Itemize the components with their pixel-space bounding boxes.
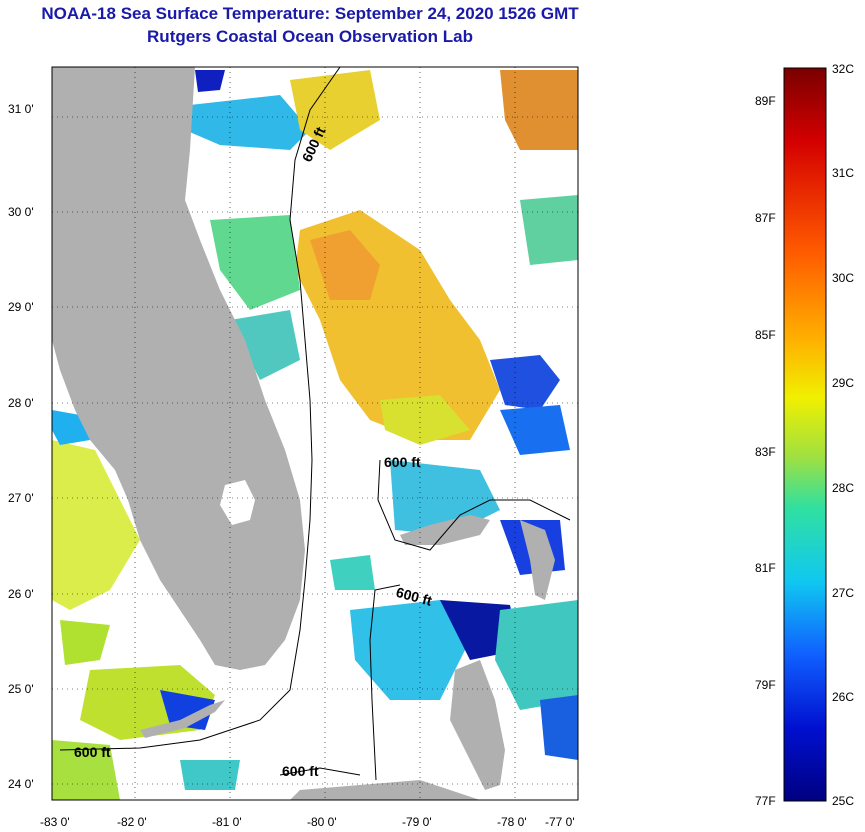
colorbar-label-f: 83F: [755, 445, 776, 459]
colorbar-label-c: 25C: [832, 794, 854, 808]
sst-patch-se-teal: [495, 600, 578, 710]
sst-patch-central-deep-orange: [310, 230, 380, 300]
chart-title: NOAA-18 Sea Surface Temperature: Septemb…: [41, 4, 579, 23]
contour-label-sw: 600 ft: [74, 744, 111, 760]
lon-tick-label: -77 0': [545, 815, 575, 829]
land-south: [290, 780, 480, 800]
colorbar-label-c: 30C: [832, 271, 854, 285]
sst-patch-east-blue2: [500, 405, 570, 455]
land-andros: [450, 660, 505, 790]
lon-tick-label: -80 0': [307, 815, 337, 829]
isobath-600ft: [59, 67, 571, 781]
sst-patch-east-blue: [490, 355, 560, 410]
colorbar-label-f: 89F: [755, 94, 776, 108]
sst-patch-sw-corner: [52, 740, 120, 800]
lon-tick-label: -81 0': [212, 815, 242, 829]
sst-patch-keys-blue: [160, 690, 215, 730]
colorbar: [783, 67, 827, 802]
lat-tick-label: 24 0': [8, 777, 34, 791]
sst-patch-coast-green: [210, 215, 300, 310]
lon-tick-label: -78 0': [497, 815, 527, 829]
sst-patch-ne-orange: [500, 70, 578, 150]
lat-tick-label: 25 0': [8, 682, 34, 696]
lat-lon-grid: [52, 67, 578, 800]
sst-patch-east-green: [520, 195, 578, 265]
contour-label-central: 600 ft: [384, 454, 421, 470]
lat-tick-label: 28 0': [8, 396, 34, 410]
lat-tick-label: 26 0': [8, 587, 34, 601]
lon-tick-label: -79 0': [402, 815, 432, 829]
lon-tick-label: -83 0': [40, 815, 70, 829]
chart-subtitle: Rutgers Coastal Ocean Observation Lab: [147, 27, 473, 46]
sst-patch-straits-teal: [330, 555, 375, 590]
lat-tick-label: 27 0': [8, 491, 34, 505]
colorbar-label-c: 27C: [832, 586, 854, 600]
land-abaco: [520, 520, 555, 600]
colorbar-label-c: 26C: [832, 690, 854, 704]
sst-patch-coast-teal: [230, 310, 300, 380]
sst-patch-gulf-yellow: [52, 440, 140, 610]
lat-tick-label: 31 0': [8, 102, 34, 116]
sst-patch-sw-green: [60, 620, 110, 665]
land-keys: [140, 700, 225, 738]
colorbar-fahrenheit-labels: 89F 87F 85F 83F 81F 79F 77F: [755, 94, 776, 808]
colorbar-label-c: 32C: [832, 62, 854, 76]
sst-patch-north-darkblue: [195, 70, 225, 92]
contour-label-south: 600 ft: [282, 763, 319, 779]
lat-tick-label: 29 0': [8, 300, 34, 314]
map-border: [51, 66, 579, 801]
colorbar-label-c: 31C: [832, 166, 854, 180]
sst-patch-se-blue: [540, 695, 578, 760]
lat-tick-label: 30 0': [8, 205, 34, 219]
sst-patch-north-cyan: [185, 95, 310, 150]
colorbar-label-f: 77F: [755, 794, 776, 808]
sst-patch-south-cyan: [350, 600, 470, 700]
sst-patch-south-teal: [180, 760, 240, 790]
colorbar-label-f: 85F: [755, 328, 776, 342]
lon-tick-labels: -83 0' -82 0' -81 0' -80 0' -79 0' -78 0…: [40, 815, 575, 829]
lon-tick-label: -82 0': [117, 815, 147, 829]
colorbar-label-f: 79F: [755, 678, 776, 692]
sst-patch-north-yellow: [290, 70, 380, 150]
colorbar-label-c: 28C: [832, 481, 854, 495]
colorbar-celsius-labels: 32C 31C 30C 29C 28C 27C 26C 25C: [832, 62, 854, 808]
lake-okeechobee: [220, 480, 255, 525]
colorbar-label-c: 29C: [832, 376, 854, 390]
land-grand-bahama: [400, 515, 490, 545]
colorbar-label-f: 81F: [755, 561, 776, 575]
lat-tick-labels: 31 0' 30 0' 29 0' 28 0' 27 0' 26 0' 25 0…: [8, 102, 34, 791]
colorbar-label-f: 87F: [755, 211, 776, 225]
sst-patch-central-yellow: [380, 395, 470, 445]
